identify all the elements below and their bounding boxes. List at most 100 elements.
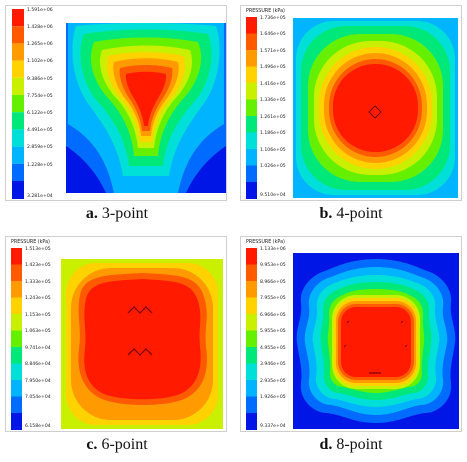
- colorbar-tick-label: 4.955e+05: [260, 346, 286, 351]
- color-swatch: [246, 33, 257, 50]
- caption-b: b. 4-point: [236, 205, 466, 223]
- panel-a-3-point: 1.591e+06 1.428e+06 1.265e+06 1.102e+06 …: [5, 5, 227, 201]
- colorbar-tick-label: 1.736e+05: [260, 16, 286, 21]
- color-swatch: [246, 66, 257, 83]
- color-swatch: [12, 95, 24, 113]
- colorbar-tick-label: 1.063e+05: [25, 329, 51, 334]
- colorbar-tick-label: 1.026e+05: [260, 164, 286, 169]
- color-swatch: [11, 413, 22, 430]
- color-swatch: [12, 112, 24, 130]
- colorbar-tick-label: 3.281e+04: [27, 194, 53, 199]
- caption-letter: d.: [319, 436, 333, 453]
- colorbar-tick-label: 1.496e+05: [260, 65, 286, 70]
- color-swatch: [12, 129, 24, 147]
- colorbar-tick-label: 1.265e+06: [27, 42, 53, 47]
- color-swatch: [246, 182, 257, 199]
- color-swatch: [12, 9, 24, 27]
- colorbar-tick-label: 1.336e+05: [260, 98, 286, 103]
- colorbar-tick-label: 1.133e+06: [260, 247, 286, 252]
- colorbar-tick-label: 8.966e+05: [260, 280, 286, 285]
- colorbar-tick-label: 3.946e+05: [260, 362, 286, 367]
- color-swatch: [11, 264, 22, 281]
- color-swatch: [246, 396, 257, 413]
- colorbar-tick-label: 1.186e+05: [260, 131, 286, 136]
- colorbar-tick-label: 5.955e+05: [260, 329, 286, 334]
- colorbar-tick-label: 9.337e+04: [260, 424, 286, 429]
- color-swatch: [11, 347, 22, 364]
- colorbar-tick-label: 9.510e+04: [260, 193, 286, 198]
- colorbar-tick-label: 1.416e+05: [260, 82, 286, 87]
- color-swatch: [12, 77, 24, 95]
- color-swatch: [11, 281, 22, 298]
- colorbar-tick-label: 1.571e+05: [260, 49, 286, 54]
- color-swatch: [246, 17, 257, 34]
- caption-a: a. 3-point: [2, 205, 232, 223]
- colorbar-tick-label: 7.950e+04: [25, 379, 51, 384]
- colorbar-tick-label: 6.158e+04: [25, 424, 51, 429]
- colorbar-swatches-c: [11, 248, 22, 430]
- caption-d: d. 8-point: [236, 436, 466, 454]
- colorbar-tick-label: 1.333e+05: [25, 280, 51, 285]
- colorbar-tick-label: 1.261e+05: [260, 115, 286, 120]
- caption-text: 8-point: [336, 436, 383, 453]
- colorbar-swatches-a: [12, 9, 24, 199]
- colorbar-tick-label: 2.935e+05: [260, 379, 286, 384]
- color-swatch: [246, 83, 257, 100]
- caption-text: 6-point: [101, 436, 148, 453]
- color-swatch: [11, 396, 22, 413]
- colorbar-tick-label: 9.386e+05: [27, 77, 53, 82]
- color-swatch: [12, 43, 24, 61]
- color-swatch: [12, 26, 24, 44]
- colorbar-tick-label: 1.228e+05: [27, 163, 53, 168]
- colorbar-tick-label: 6.122e+05: [27, 111, 53, 116]
- color-swatch: [246, 99, 257, 116]
- colorbar-tick-label: 4.491e+05: [27, 128, 53, 133]
- color-swatch: [246, 347, 257, 364]
- color-swatch: [11, 248, 22, 265]
- colorbar-title: PRESSURE (kPa): [246, 9, 285, 14]
- color-swatch: [246, 50, 257, 67]
- color-swatch: [246, 297, 257, 314]
- caption-text: 3-point: [101, 205, 149, 222]
- color-swatch: [246, 413, 257, 430]
- colorbar-tick-label: 1.926e+05: [260, 395, 286, 400]
- color-swatch: [246, 116, 257, 133]
- color-swatch: [11, 314, 22, 331]
- colorbar-title: PRESSURE (kPa): [11, 240, 50, 245]
- caption-letter: a.: [85, 205, 98, 222]
- colorbar-tick-label: 1.646e+05: [260, 32, 286, 37]
- panel-d-8-point: PRESSURE (kPa) 1.133e+06 9.953e+05 8.966…: [240, 236, 462, 432]
- color-swatch: [246, 281, 257, 298]
- colorbar-tick-label: 1.153e+05: [25, 313, 51, 318]
- color-swatch: [11, 297, 22, 314]
- colorbar-tick-label: 1.513e+05: [25, 247, 51, 252]
- caption-letter: b.: [319, 205, 333, 222]
- panel-b-4-point: PRESSURE (kPa) 1.736e+05 1.646e+05 1.571…: [240, 5, 462, 201]
- color-swatch: [246, 264, 257, 281]
- colorbar-tick-label: 1.106e+05: [260, 148, 286, 153]
- color-swatch: [246, 330, 257, 347]
- color-swatch: [11, 363, 22, 380]
- colorbar-swatches-d: [246, 248, 257, 430]
- color-swatch: [246, 314, 257, 331]
- color-swatch: [12, 146, 24, 164]
- colorbar-tick-label: 7.955e+05: [260, 296, 286, 301]
- contour-plot-a: [66, 23, 226, 193]
- color-swatch: [246, 149, 257, 166]
- color-swatch: [246, 248, 257, 265]
- colorbar-tick-label: 7.054e+04: [25, 395, 51, 400]
- color-swatch: [246, 363, 257, 380]
- color-swatch: [11, 330, 22, 347]
- colorbar-tick-label: 6.966e+05: [260, 313, 286, 318]
- caption-text: 4-point: [336, 205, 383, 222]
- color-swatch: [12, 181, 24, 199]
- colorbar-tick-label: 1.423e+05: [25, 263, 51, 268]
- colorbar-tick-label: 1.428e+06: [27, 25, 53, 30]
- colorbar-tick-label: 7.754e+05: [27, 94, 53, 99]
- colorbar-tick-label: 2.859e+05: [27, 145, 53, 150]
- color-swatch: [12, 163, 24, 181]
- color-swatch: [11, 380, 22, 397]
- caption-letter: c.: [86, 436, 98, 453]
- colorbar-tick-label: 1.102e+06: [27, 59, 53, 64]
- colorbar-title: PRESSURE (kPa): [246, 240, 285, 245]
